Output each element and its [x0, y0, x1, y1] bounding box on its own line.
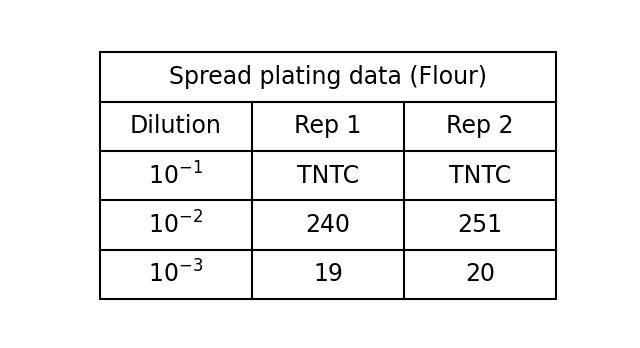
Text: TNTC: TNTC — [449, 164, 511, 188]
Text: $\mathregular{10^{-3}}$: $\mathregular{10^{-3}}$ — [148, 261, 204, 288]
Text: 19: 19 — [313, 262, 343, 286]
Text: 240: 240 — [305, 213, 351, 237]
Text: Rep 1: Rep 1 — [294, 114, 362, 139]
Text: Spread plating data (Flour): Spread plating data (Flour) — [169, 65, 487, 89]
Text: TNTC: TNTC — [297, 164, 359, 188]
Text: Dilution: Dilution — [130, 114, 222, 139]
Text: Rep 2: Rep 2 — [446, 114, 514, 139]
Text: $\mathregular{10^{-2}}$: $\mathregular{10^{-2}}$ — [148, 212, 204, 239]
Text: 251: 251 — [458, 213, 502, 237]
Text: 20: 20 — [465, 262, 495, 286]
Text: $\mathregular{10^{-1}}$: $\mathregular{10^{-1}}$ — [148, 162, 204, 189]
